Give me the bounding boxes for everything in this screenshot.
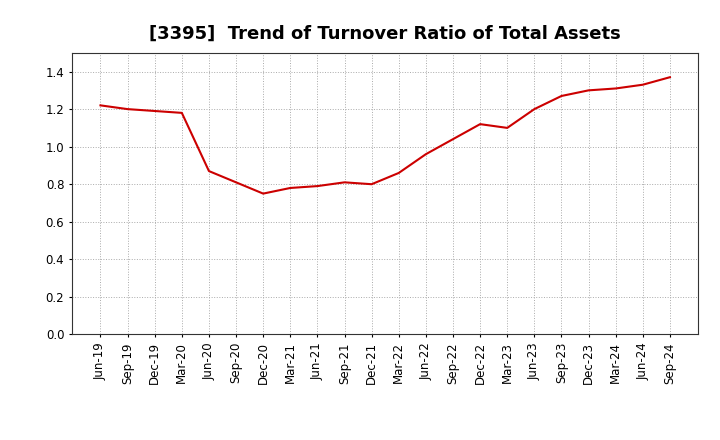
Title: [3395]  Trend of Turnover Ratio of Total Assets: [3395] Trend of Turnover Ratio of Total … [149, 25, 621, 43]
